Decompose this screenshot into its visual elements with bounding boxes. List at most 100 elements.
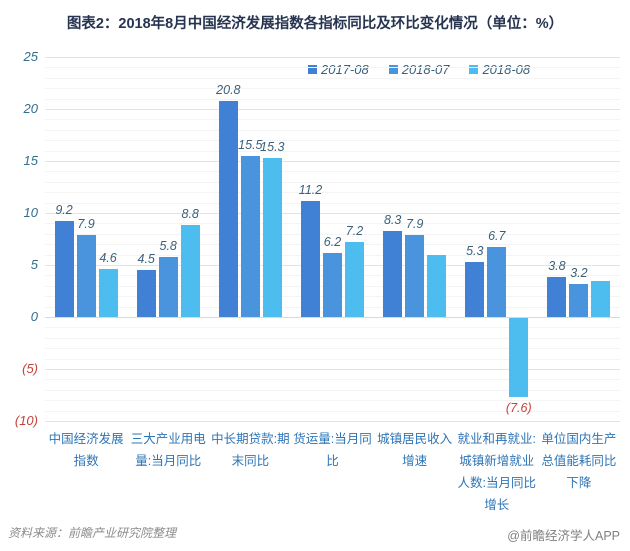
source-note: 资料来源：前瞻产业研究院整理 — [8, 526, 177, 540]
category-label-line: 单位国内生产 — [541, 432, 617, 446]
y-axis-tick-label: 15 — [23, 153, 38, 168]
bar-value-label: 6.2 — [323, 234, 342, 249]
bar-2017-08 — [54, 221, 74, 317]
gridline — [45, 88, 620, 90]
bar-2018-08 — [427, 254, 447, 317]
y-axis-tick-label: 5 — [30, 257, 38, 272]
gridline — [45, 109, 620, 110]
gridline — [45, 213, 620, 214]
gridline — [45, 181, 620, 183]
bar-value-label: 15.3 — [260, 139, 285, 154]
category-label-line: 城镇居民收入 — [377, 432, 453, 446]
legend-swatch — [308, 65, 317, 74]
category-label: 中长期贷款:期 末同比 — [202, 428, 298, 472]
y-axis-tick-label: (5) — [22, 361, 38, 376]
legend-swatch — [388, 65, 398, 74]
gridline — [45, 389, 620, 391]
legend-item-2017-08: 2017-08 — [308, 62, 369, 77]
gridline — [45, 171, 620, 173]
bar-value-label: 6.7 — [488, 229, 506, 244]
bar-2017-08 — [136, 270, 156, 317]
bar-2018-08 — [98, 269, 118, 317]
bar-2018-07 — [487, 247, 507, 317]
bar-2018-07 — [405, 234, 425, 317]
bar-value-label: 4.6 — [99, 251, 117, 266]
gridline — [45, 98, 620, 100]
gridline — [45, 369, 620, 370]
category-label-line: 下降 — [566, 476, 592, 490]
bar-value-label: 3.8 — [548, 259, 566, 274]
category-label-line: 总值能耗同比 — [541, 454, 617, 468]
gridline — [45, 119, 620, 121]
gridline — [45, 410, 620, 412]
gridline — [45, 161, 620, 162]
bar-2017-08 — [218, 100, 238, 317]
legend-label: 2017-08 — [321, 62, 369, 77]
gridline — [45, 337, 620, 339]
gridline — [45, 400, 620, 402]
bar-value-label: 7.9 — [405, 216, 424, 231]
y-axis-tick-label: 20 — [23, 101, 38, 116]
gridline — [45, 379, 620, 381]
category-label-line: 中长期贷款:期 — [211, 432, 290, 446]
bar-value-label: 7.2 — [345, 224, 364, 239]
bar-2017-08 — [383, 230, 403, 317]
bar-value-label: 8.8 — [181, 207, 199, 222]
gridline — [45, 223, 620, 225]
bar-2018-07 — [158, 256, 178, 317]
category-label-line: 增长 — [484, 498, 510, 512]
legend-swatch — [469, 65, 479, 74]
category-label: 城镇居民收入 增速 — [367, 428, 463, 472]
bar-value-label: 11.2 — [298, 182, 323, 197]
gridline — [45, 77, 620, 79]
gridline — [45, 244, 620, 246]
gridline — [45, 129, 620, 131]
bar-2018-07 — [240, 155, 260, 317]
gridline — [45, 317, 620, 318]
gridline — [45, 233, 620, 235]
bar-value-label: 5.8 — [159, 238, 177, 253]
category-label: 三大产业用电 量:当月同比 — [120, 428, 216, 472]
bar-value-label: 7.9 — [77, 216, 95, 231]
category-label-line: 末同比 — [231, 454, 270, 468]
category-label-line: 中国经济发展 — [48, 432, 124, 446]
gridline — [45, 67, 620, 69]
gridline — [45, 327, 620, 329]
gridline — [45, 140, 620, 142]
bar-2018-07 — [569, 283, 589, 317]
bar-2018-08 — [509, 318, 529, 398]
y-axis-tick-label: 0 — [30, 309, 38, 324]
category-label: 单位国内生产 总值能耗同比 下降 — [531, 428, 627, 494]
y-axis-tick-label: 10 — [23, 205, 38, 220]
bar-value-label: (7.6) — [505, 401, 532, 416]
category-label-line: 人数:当月同比 — [457, 476, 537, 490]
gridline — [45, 421, 620, 422]
category-label: 中国经济发展 指数 — [38, 428, 134, 472]
watermark: @前瞻经济学人APP — [507, 529, 620, 543]
category-label-line: 量:当月同比 — [135, 454, 202, 468]
category-label-line: 指数 — [73, 454, 99, 468]
y-axis-tick-label: 25 — [23, 49, 38, 64]
bar-value-label: 9.2 — [55, 203, 73, 218]
gridline — [45, 150, 620, 152]
bar-2018-07 — [76, 234, 96, 317]
gridline — [45, 358, 620, 360]
y-axis-tick-label: (10) — [14, 413, 38, 428]
bar-2018-08 — [591, 280, 611, 317]
category-label: 就业和再就业: 城镇新增就业 人数:当月同比 增长 — [449, 428, 545, 516]
legend: 2017-08 2018-07 2018-08 — [308, 62, 530, 77]
category-label-line: 增速 — [402, 454, 428, 468]
gridline — [45, 202, 620, 204]
bar-value-label: 20.8 — [216, 82, 241, 97]
legend-label: 2018-08 — [482, 62, 531, 77]
legend-item-2018-08: 2018-08 — [469, 62, 530, 77]
bar-value-label: 4.5 — [137, 252, 155, 267]
gridline — [45, 348, 620, 350]
category-label-line: 货运量:当月同 — [293, 432, 372, 446]
bar-2018-08 — [345, 242, 364, 317]
bar-value-label: 3.2 — [570, 265, 588, 280]
bar-2018-07 — [323, 252, 342, 317]
legend-label: 2018-07 — [401, 62, 450, 77]
legend-item-2018-07: 2018-07 — [388, 62, 450, 77]
